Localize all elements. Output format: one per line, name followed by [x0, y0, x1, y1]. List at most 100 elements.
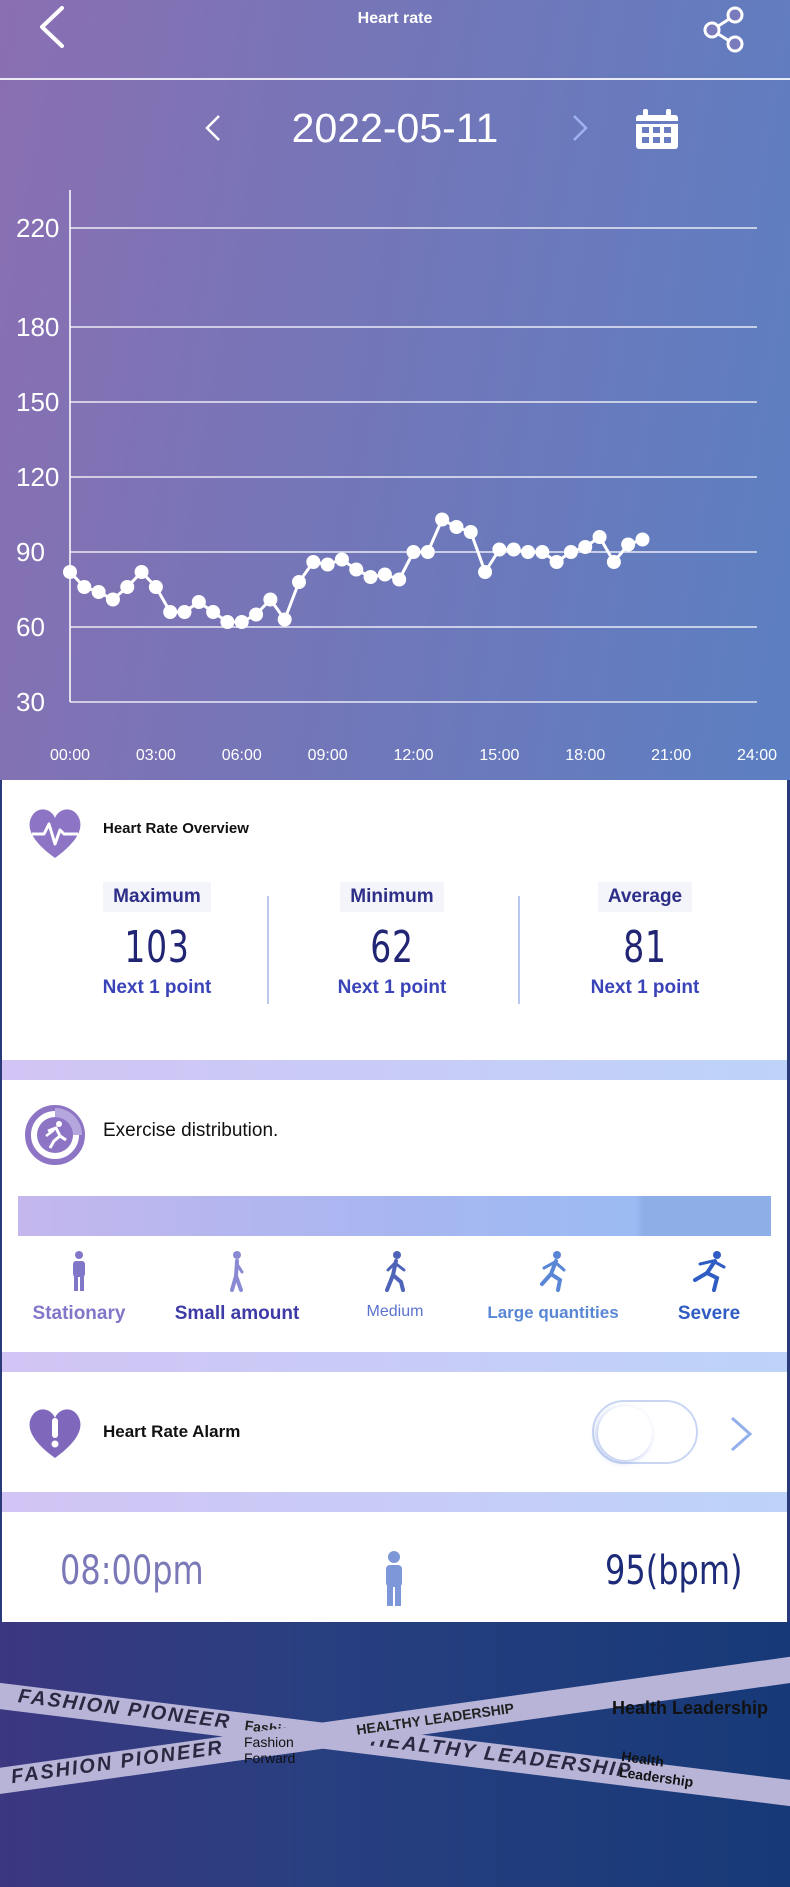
walking-icon — [385, 1251, 406, 1292]
level-medium: Medium — [310, 1250, 480, 1321]
data-point — [406, 545, 421, 559]
data-point — [606, 555, 621, 569]
data-point — [292, 575, 306, 589]
top-bar: Heart rate — [0, 0, 790, 80]
data-point — [349, 562, 364, 577]
previous-day-icon[interactable] — [195, 108, 235, 148]
reading-time: 08:00pm — [60, 1548, 204, 1594]
data-point — [449, 520, 464, 534]
x-tick-label: 15:00 — [479, 747, 519, 764]
level-label: Severe — [677, 1303, 741, 1324]
level-label: Stationary — [32, 1303, 126, 1324]
data-point — [77, 580, 92, 594]
stat-maximum: Maximum 103 Next 1 point — [32, 882, 282, 999]
heart-rate-header-panel: Heart rate 2022-05-11 30 60 90 120 150 — [0, 0, 790, 780]
heart-rate-chart: 30 60 90 120 150 180 220 00:00 03:00 06:00 09:00 12… — [16, 190, 777, 764]
divider — [267, 896, 269, 1004]
back-icon[interactable] — [28, 0, 78, 52]
data-point — [435, 512, 450, 527]
x-tick-label: 12:00 — [393, 747, 433, 764]
y-tick-label: 220 — [16, 213, 59, 243]
divider — [518, 896, 520, 1004]
stat-sub: Next 1 point — [102, 977, 212, 998]
share-icon[interactable] — [698, 4, 748, 54]
jogging-icon — [540, 1251, 566, 1292]
data-point — [234, 615, 249, 629]
data-point — [506, 542, 521, 557]
data-point — [320, 557, 335, 572]
y-tick-label: 30 — [16, 687, 45, 717]
alarm-settings-chevron-icon[interactable] — [722, 1412, 758, 1456]
y-tick-label: 180 — [16, 312, 59, 342]
level-label: Medium — [366, 1303, 424, 1320]
x-tick-label: 09:00 — [308, 747, 348, 764]
watermark-text: Health Leadership — [612, 1698, 769, 1718]
exercise-distribution-icon — [25, 1105, 85, 1165]
data-point — [535, 545, 550, 559]
data-point — [563, 545, 578, 559]
data-point — [635, 532, 650, 547]
data-point — [592, 530, 607, 544]
stat-average: Average 81 Next 1 point — [520, 882, 770, 999]
exercise-title: Exercise distribution. — [103, 1120, 279, 1141]
x-tick-label: 06:00 — [222, 747, 262, 764]
data-point — [277, 612, 292, 627]
running-icon — [693, 1251, 726, 1292]
heart-alert-icon — [29, 1409, 81, 1458]
data-point — [306, 555, 321, 569]
calendar-icon[interactable] — [633, 107, 681, 151]
page-title: Heart rate — [357, 10, 433, 27]
stat-minimum: Minimum 62 Next 1 point — [267, 882, 517, 999]
stat-label: Minimum — [340, 882, 444, 912]
data-point — [334, 552, 349, 567]
level-severe: Severe — [624, 1250, 790, 1325]
data-point — [105, 592, 120, 607]
data-point — [392, 572, 407, 587]
data-point — [463, 525, 478, 539]
stat-sub: Next 1 point — [590, 977, 700, 998]
section-divider — [2, 1060, 787, 1080]
current-date[interactable]: 2022-05-11 — [291, 105, 499, 151]
data-point — [549, 555, 564, 569]
data-point — [521, 545, 535, 559]
data-point — [377, 567, 392, 582]
level-stationary: Stationary — [0, 1250, 164, 1325]
stat-value: 62 — [370, 922, 414, 973]
stationary-person-icon — [386, 1551, 402, 1606]
data-point — [478, 565, 493, 579]
toggle-knob — [598, 1406, 652, 1460]
data-point — [263, 592, 278, 607]
data-point — [120, 580, 135, 594]
exercise-distribution-bar — [18, 1196, 771, 1236]
overview-panel: Heart Rate Overview Maximum 103 Next 1 p… — [2, 780, 787, 1060]
next-day-icon[interactable] — [558, 108, 598, 148]
y-tick-label: 150 — [16, 387, 59, 417]
data-point — [134, 565, 149, 579]
level-small-amount: Small amount — [152, 1250, 322, 1325]
data-point — [63, 565, 77, 579]
y-tick-label: 120 — [16, 462, 59, 492]
watermark-area: FASHION PIONEER Fashion Forward HEALTHY LE… — [0, 1622, 790, 1887]
stationary-person-icon — [73, 1251, 85, 1291]
date-navigator: 2022-05-11 — [0, 95, 790, 165]
y-tick-label: 60 — [16, 612, 45, 642]
data-point — [177, 605, 192, 619]
section-divider — [2, 1352, 787, 1372]
x-tick-label: 24:00 — [737, 747, 777, 764]
x-tick-label: 18:00 — [565, 747, 605, 764]
stat-value: 81 — [623, 922, 667, 973]
alarm-title: Heart Rate Alarm — [103, 1422, 241, 1441]
alarm-toggle[interactable] — [592, 1400, 698, 1464]
data-point — [148, 580, 163, 594]
data-point — [492, 542, 507, 557]
stat-value: 103 — [124, 922, 190, 973]
walking-slow-icon — [230, 1251, 244, 1292]
overview-title: Heart Rate Overview — [103, 820, 249, 837]
x-tick-label: 03:00 — [136, 747, 176, 764]
data-point — [206, 605, 221, 619]
data-point — [420, 545, 435, 559]
watermark-text: HEALTHY LEADERSHIP — [369, 1728, 634, 1783]
heart-pulse-icon — [29, 809, 81, 858]
x-tick-label: 21:00 — [651, 747, 691, 764]
data-point — [191, 595, 206, 609]
